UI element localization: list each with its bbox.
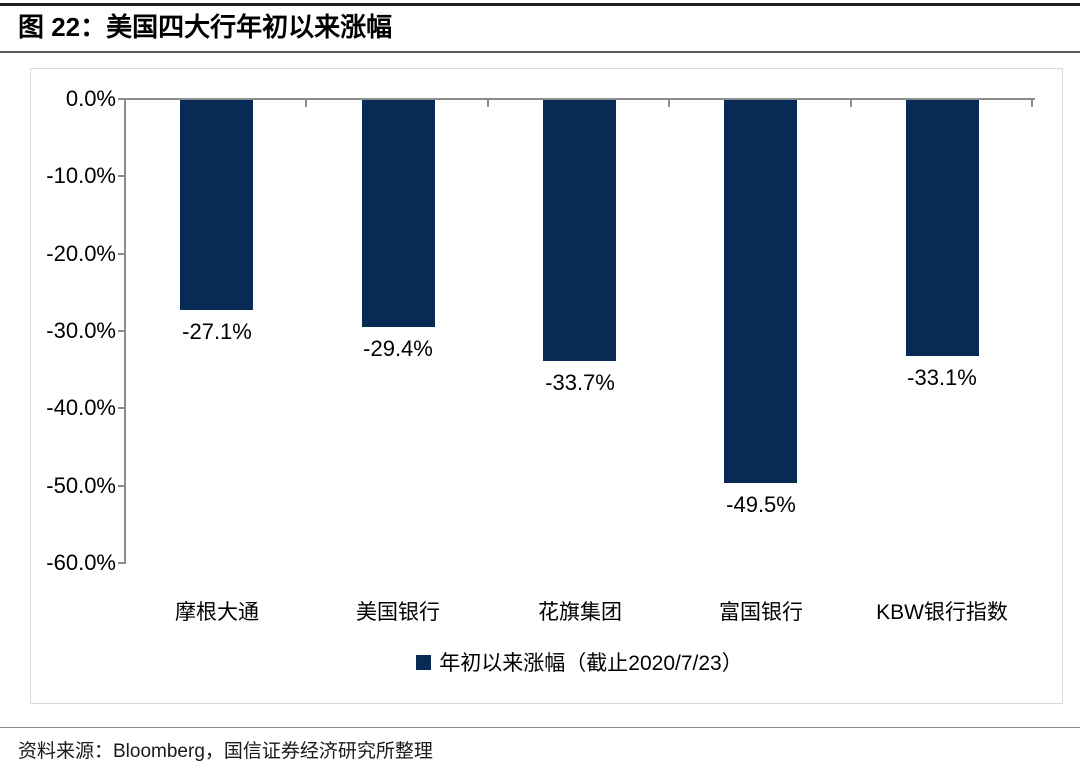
x-axis-tick <box>305 99 308 107</box>
bar-value-label: -49.5% <box>726 492 796 517</box>
y-axis-tick <box>118 330 126 332</box>
title-separator-rule <box>0 51 1080 53</box>
bar <box>180 100 253 310</box>
x-axis-tick <box>668 99 671 107</box>
bar-value-label: -29.4% <box>363 336 433 361</box>
x-axis-tick <box>849 99 852 107</box>
chart-legend: 年初以来涨幅（截止2020/7/23） <box>126 647 1033 677</box>
y-axis-tick <box>118 175 126 178</box>
bar-value-label: -33.1% <box>907 365 977 390</box>
x-axis-category-label: 摩根大通 <box>175 601 259 624</box>
source-separator-rule <box>0 727 1080 728</box>
legend-label: 年初以来涨幅（截止2020/7/23） <box>439 652 743 675</box>
y-axis-tick-label: -10.0% <box>46 163 116 189</box>
figure-title: 图 22：美国四大行年初以来涨幅 <box>18 12 393 42</box>
y-axis-tick <box>118 484 126 487</box>
x-axis-tick <box>486 99 489 107</box>
x-axis-category-label: 富国银行 <box>719 601 803 624</box>
y-axis-tick <box>118 407 126 410</box>
bar-chart-plot: 0.0% -10.0% -20.0% -30.0% -40.0% -50.0% -60.0%… <box>31 69 1062 703</box>
source-note: 资料来源：Bloomberg，国信证券经济研究所整理 <box>18 741 433 762</box>
y-axis-tick-label: 0.0% <box>65 86 116 111</box>
y-axis-tick <box>118 98 126 100</box>
y-axis-tick-label: -20.0% <box>46 240 116 266</box>
chart-frame: 0.0% -10.0% -20.0% -30.0% -40.0% -50.0% -60.0%… <box>30 68 1063 704</box>
y-axis-tick-label: -60.0% <box>46 550 116 575</box>
y-axis-tick <box>118 252 126 255</box>
bar <box>362 100 435 327</box>
y-axis-tick-label: -50.0% <box>46 472 116 498</box>
bar-value-label: -27.1% <box>182 319 252 344</box>
y-axis-tick-label: -40.0% <box>46 395 116 421</box>
bar <box>906 100 979 356</box>
x-axis-category-label: KBW银行指数 <box>876 601 1008 624</box>
bar <box>724 100 797 483</box>
zero-baseline <box>124 98 1035 100</box>
legend-swatch-icon <box>416 654 432 670</box>
bar-value-label: -33.7% <box>545 370 615 395</box>
x-axis-category-label: 美国银行 <box>356 601 440 624</box>
y-axis-tick-label: -30.0% <box>46 318 116 343</box>
x-axis-tick <box>1031 99 1033 107</box>
y-axis-tick <box>118 562 126 564</box>
top-border-rule <box>0 3 1080 6</box>
x-axis-category-label: 花旗集团 <box>538 601 622 624</box>
bar <box>543 100 616 361</box>
